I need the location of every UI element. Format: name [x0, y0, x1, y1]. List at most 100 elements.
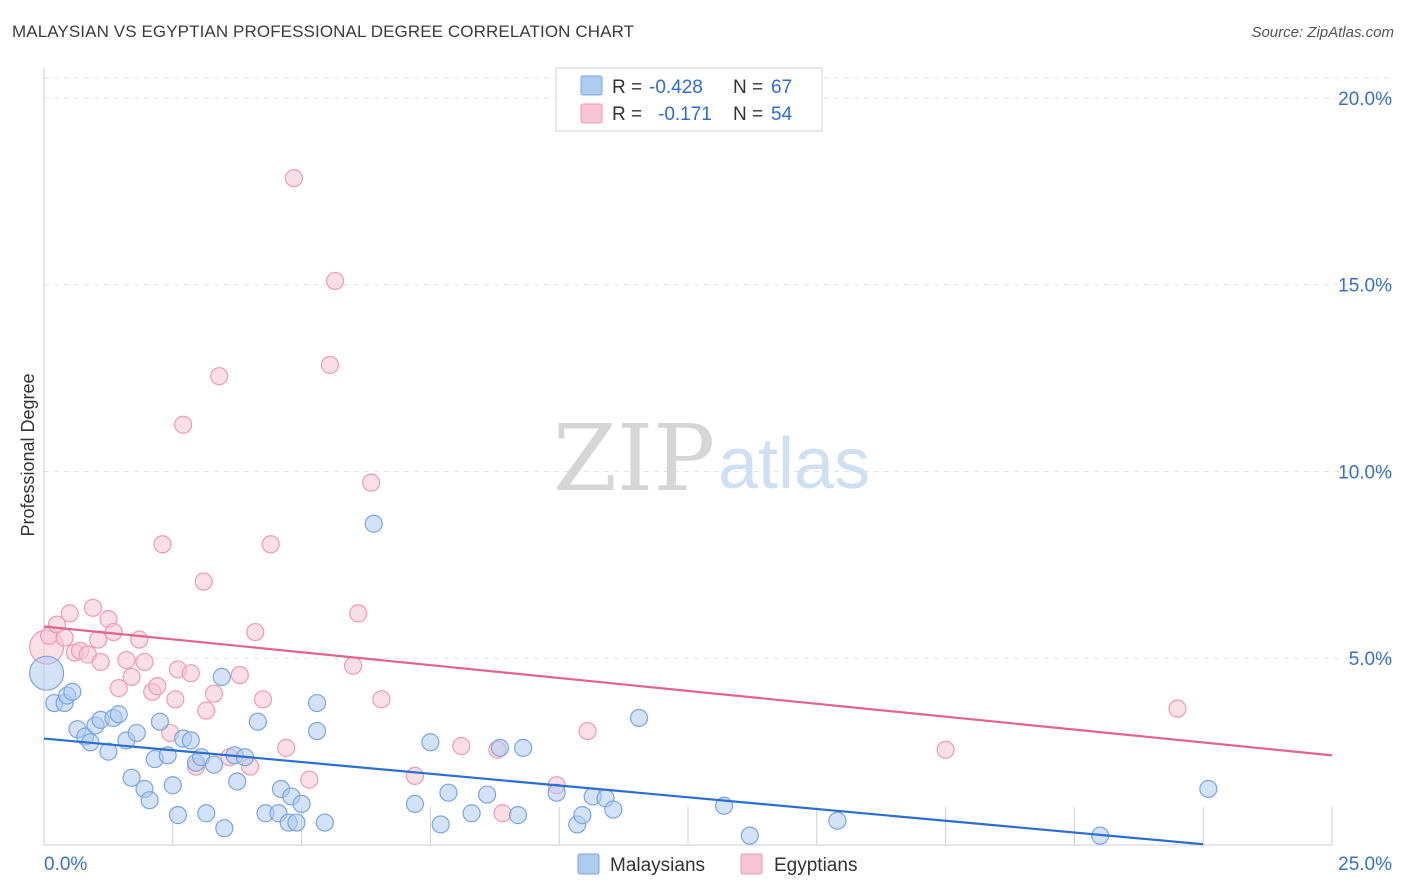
- malaysian-point: [1199, 779, 1218, 799]
- malaysian-point: [573, 806, 592, 825]
- legend-swatch-malaysians: [577, 853, 600, 875]
- egyptian-point: [246, 622, 265, 642]
- malaysian-trend-line: [43, 737, 1204, 846]
- malaysian-point: [215, 819, 234, 838]
- y-tick-label: 10.0%: [1338, 462, 1392, 483]
- malaysian-point: [122, 768, 141, 787]
- egyptian-point: [181, 664, 200, 683]
- malaysian-point: [140, 791, 159, 810]
- legend-n-value: 54: [771, 104, 793, 125]
- egyptian-point: [936, 740, 955, 759]
- y-tick-labels: 5.0% 10.0% 15.0% 20.0%: [1338, 89, 1392, 670]
- egyptian-point: [194, 572, 213, 591]
- malaysian-point: [168, 806, 188, 825]
- malaysian-point: [204, 755, 224, 774]
- malaysian-point: [127, 723, 146, 743]
- egyptian-point: [55, 628, 74, 647]
- egyptian-point: [130, 630, 149, 649]
- egyptian-point: [122, 667, 141, 686]
- malaysian-point: [431, 815, 450, 834]
- chart-source: Source: ZipAtlas.com: [1251, 24, 1394, 41]
- legend-n-label: N =: [733, 77, 763, 98]
- egyptian-point: [405, 766, 425, 785]
- egyptian-point: [261, 535, 280, 554]
- malaysian-point: [163, 776, 182, 795]
- egyptian-point: [174, 415, 193, 434]
- malaysian-point: [477, 785, 497, 804]
- egyptian-point: [91, 652, 110, 672]
- legend-label-egyptians: Egyptians: [774, 855, 857, 876]
- egyptian-point: [493, 804, 512, 823]
- egyptian-point: [117, 650, 136, 670]
- correlation-legend: R = -0.428 N = 67 R = -0.171 N = 54: [555, 67, 823, 132]
- egyptian-point: [578, 721, 597, 741]
- malaysian-point: [228, 772, 247, 791]
- malaysian-point: [307, 693, 327, 713]
- legend-r-label: R =: [612, 77, 642, 98]
- malaysian-point: [150, 712, 170, 731]
- egyptian-points: [28, 169, 1187, 823]
- legend-swatch-egyptians: [580, 103, 603, 124]
- axes: [43, 68, 1333, 846]
- malaysian-point: [462, 804, 481, 823]
- watermark: ZIP atlas: [553, 405, 870, 512]
- malaysian-point: [248, 712, 267, 731]
- malaysian-points: [28, 514, 1218, 845]
- y-tick-label: 5.0%: [1349, 649, 1392, 670]
- egyptian-point: [1168, 699, 1187, 718]
- x-tick-label: 0.0%: [44, 854, 87, 875]
- malaysian-point: [99, 742, 118, 761]
- malaysian-point: [287, 813, 306, 832]
- egyptian-point: [300, 770, 319, 789]
- egyptian-point: [349, 604, 368, 623]
- egyptian-point: [230, 665, 249, 685]
- egyptian-point: [83, 598, 103, 617]
- egyptian-point: [135, 652, 154, 672]
- malaysian-point: [514, 738, 533, 757]
- malaysian-point: [292, 794, 311, 814]
- egyptian-point: [166, 690, 185, 709]
- malaysian-point: [364, 514, 383, 533]
- malaysian-point: [629, 708, 649, 728]
- egyptian-trend-line: [43, 625, 1333, 757]
- malaysian-point: [828, 811, 847, 830]
- y-tick-label: 20.0%: [1338, 89, 1392, 110]
- egyptian-point: [204, 684, 224, 703]
- malaysian-point: [405, 794, 425, 814]
- egyptian-point: [88, 630, 108, 649]
- legend-r-value: -0.171: [658, 104, 712, 125]
- malaysian-point: [421, 733, 440, 752]
- y-tick-label: 15.0%: [1338, 276, 1392, 297]
- egyptian-point: [197, 701, 216, 720]
- malaysian-point: [63, 682, 82, 701]
- egyptian-point: [325, 271, 345, 291]
- malaysian-point: [604, 800, 623, 819]
- malaysian-point: [181, 731, 200, 750]
- legend-swatch-malaysians: [580, 75, 603, 96]
- legend-r-value: -0.428: [649, 77, 703, 98]
- malaysian-point: [315, 813, 334, 832]
- egyptian-point: [109, 679, 128, 698]
- malaysian-point: [109, 705, 128, 724]
- y-axis-label: Professional Degree: [18, 373, 38, 536]
- legend-n-label: N =: [733, 104, 763, 125]
- egyptian-point: [362, 473, 381, 492]
- egyptian-point: [277, 738, 296, 757]
- malaysian-point: [490, 738, 510, 757]
- malaysian-point: [740, 826, 759, 845]
- malaysian-point: [212, 667, 231, 686]
- egyptian-point: [210, 367, 229, 386]
- egyptian-point: [148, 677, 167, 696]
- watermark-zip-text: ZIP: [553, 405, 715, 512]
- egyptian-point: [60, 604, 79, 623]
- egyptian-point: [320, 355, 340, 375]
- chart-title: MALAYSIAN VS EGYPTIAN PROFESSIONAL DEGRE…: [12, 22, 635, 41]
- malaysian-point: [508, 806, 528, 825]
- egyptian-point: [253, 690, 273, 709]
- series-legend: Malaysians Egyptians: [577, 853, 857, 876]
- legend-r-label: R =: [612, 104, 642, 125]
- egyptian-point: [284, 169, 303, 188]
- malaysian-point: [197, 804, 216, 823]
- x-tick-label: 25.0%: [1338, 854, 1392, 875]
- legend-label-malaysians: Malaysians: [610, 855, 705, 876]
